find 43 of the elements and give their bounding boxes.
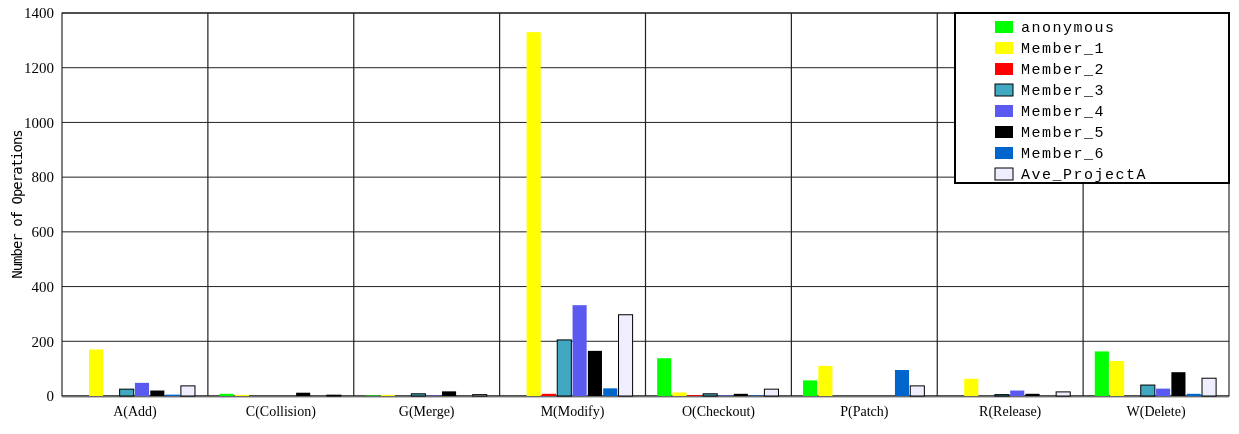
legend-label: Member_6 — [1021, 146, 1106, 164]
x-tick-label: G(Merge) — [398, 404, 455, 420]
bar — [1094, 351, 1109, 396]
x-tick-label: W(Delete) — [1126, 404, 1186, 420]
bar — [657, 358, 672, 396]
bar — [603, 388, 618, 396]
y-tick-label: 1200 — [24, 59, 54, 76]
bar — [526, 32, 541, 396]
bar — [1010, 390, 1025, 396]
bar — [894, 370, 910, 396]
y-tick-label: 1000 — [24, 114, 54, 131]
x-tick-label: C(Collision) — [245, 404, 317, 420]
y-axis-title: Number of Operations — [9, 129, 25, 279]
legend-label: Member_5 — [1021, 125, 1106, 143]
bar — [1186, 393, 1201, 396]
bar — [672, 392, 687, 396]
bar — [541, 393, 557, 396]
y-tick-label: 800 — [31, 169, 54, 186]
bar — [572, 305, 587, 396]
x-tick-label: A(Add) — [113, 404, 158, 420]
bar — [1156, 388, 1171, 396]
bar — [134, 382, 150, 396]
legend-label: Member_1 — [1021, 41, 1106, 59]
x-tick-label: O(Checkout) — [681, 404, 756, 420]
y-tick-label: 400 — [31, 278, 54, 295]
bar — [88, 349, 104, 396]
legend-label: anonymous — [1021, 20, 1116, 38]
bar — [818, 365, 833, 396]
y-tick-label: 1400 — [24, 5, 54, 22]
bar — [803, 380, 818, 396]
legend-label: Ave_ProjectA — [1021, 167, 1148, 185]
y-tick-label: 0 — [46, 388, 54, 405]
y-tick-label: 200 — [31, 333, 54, 350]
legend-label: Member_4 — [1021, 104, 1106, 122]
x-tick-label: M(Modify) — [540, 404, 605, 420]
x-tick-label: P(Patch) — [840, 404, 889, 420]
bar — [219, 393, 234, 396]
legend-label: Member_2 — [1021, 62, 1106, 80]
x-tick-label: R(Release) — [979, 404, 1042, 420]
bar — [964, 378, 979, 396]
legend-label: Member_3 — [1021, 83, 1106, 101]
y-tick-label: 600 — [31, 224, 54, 241]
bar — [1110, 360, 1125, 396]
